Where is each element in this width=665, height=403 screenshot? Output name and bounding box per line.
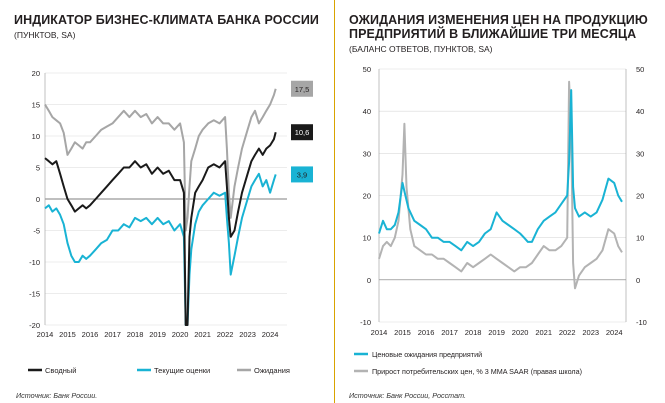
left-chart-title: ИНДИКАТОР БИЗНЕС-КЛИМАТА БАНКА РОССИИ [14,13,320,27]
legend-label-tekushchie: Текущие оценки [154,366,210,375]
right-x-tick-label: 2022 [559,328,576,337]
left-x-tick-label: 2020 [172,330,189,339]
right-left-y-tick-labels: 50 40 30 20 10 0 -10 [360,65,371,327]
left-y-tick-label: 10 [32,132,40,141]
right-gridlines [378,68,627,323]
left-series-group [44,88,277,326]
right-left-y-tick-label: 20 [363,192,371,201]
right-source: Источник: Банк России, Росстат. [349,391,466,400]
legend-label-ozhidaniya: Ожидания [254,366,290,375]
column-divider [334,0,335,403]
left-x-tick-label: 2017 [104,330,121,339]
right-left-y-tick-label: 30 [363,149,371,158]
left-x-tick-label: 2018 [127,330,144,339]
end-label-box-ozhidaniya [291,80,313,97]
left-y-tick-label: 20 [32,69,40,78]
left-x-tick-labels: 2014 2015 2016 2017 2018 2019 2020 2021 2022 2023… [37,330,279,339]
left-x-tick-label: 2015 [59,330,76,339]
series-line-ozhidaniya [44,88,277,232]
right-left-y-tick-label: 10 [363,234,371,243]
right-chart-title-line2: ПРЕДПРИЯТИЙ В БЛИЖАЙШИЕ ТРИ МЕСЯЦА [349,27,637,41]
left-x-tick-label: 2022 [217,330,234,339]
series-line-ceny [378,89,623,252]
right-x-tick-label: 2019 [488,328,505,337]
left-source: Источник: Банк России. [16,391,97,400]
legend-label-ceny: Ценовые ожидания предприятий [372,350,482,359]
end-label-svodny: 10,6 [295,128,310,137]
right-right-y-tick-label: 30 [636,149,644,158]
right-left-y-tick-label: -10 [360,318,371,327]
left-x-tick-label: 2016 [82,330,99,339]
right-x-tick-label: 2024 [606,328,623,337]
right-legend: Ценовые ожидания предприятий Прирост пот… [354,350,582,376]
right-right-y-tick-label: 40 [636,107,644,116]
left-x-tick-label: 2024 [262,330,279,339]
left-x-tick-label: 2014 [37,330,54,339]
end-label-box-svodny [291,124,313,141]
right-x-tick-label: 2021 [535,328,552,337]
end-label-ozhidaniya: 17,5 [295,85,310,94]
right-right-y-tick-label: 10 [636,234,644,243]
right-left-y-tick-label: 0 [367,276,371,285]
left-x-tick-label: 2023 [239,330,256,339]
left-y-tick-label: 0 [36,195,40,204]
right-x-tick-label: 2016 [418,328,435,337]
right-left-y-tick-label: 40 [363,107,371,116]
right-right-y-tick-label: 50 [636,65,644,74]
right-right-y-tick-label: 20 [636,192,644,201]
left-y-tick-labels: 20 15 10 5 0 -5 -10 -15 -20 [29,69,40,330]
right-x-tick-label: 2014 [371,328,388,337]
right-x-tick-label: 2023 [582,328,599,337]
series-line-tekushchie [44,172,277,326]
left-y-tick-label: -10 [29,258,40,267]
left-legend: Сводный Текущие оценки Ожидания [28,366,290,375]
right-series-group [378,80,623,290]
left-y-tick-label: -20 [29,321,40,330]
legend-label-svodny: Сводный [45,366,76,375]
left-y-tick-label: 15 [32,101,40,110]
right-x-tick-label: 2017 [441,328,458,337]
right-x-tick-labels: 2014 2015 2016 2017 2018 2019 2020 2021 2022 2023… [371,328,623,337]
right-x-tick-label: 2020 [512,328,529,337]
end-label-box-tekushchie [291,166,313,183]
left-x-tick-label: 2021 [194,330,211,339]
legend-label-prirost: Прирост потребительских цен, % 3 MMA SAA… [372,367,582,376]
left-y-tick-label: 5 [36,164,40,173]
left-y-tick-label: -15 [29,290,40,299]
left-end-labels: 17,5 10,6 3,9 [291,80,313,183]
right-left-y-tick-label: 50 [363,65,371,74]
left-x-tick-label: 2019 [149,330,166,339]
right-right-y-tick-label: 0 [636,276,640,285]
right-x-tick-label: 2018 [465,328,482,337]
right-right-y-tick-label: -10 [636,318,647,327]
end-label-tekushchie: 3,9 [297,170,307,179]
right-chart-subtitle: (БАЛАНС ОТВЕТОВ, ПУНКТОВ, SA) [349,44,493,54]
series-line-prirost [378,80,623,290]
right-x-tick-label: 2015 [394,328,411,337]
right-chart-title-line1: ОЖИДАНИЯ ИЗМЕНЕНИЯ ЦЕН НА ПРОДУКЦИЮ [349,13,648,27]
left-y-tick-label: -5 [33,227,40,236]
right-right-y-tick-labels: 50 40 30 20 10 0 -10 [636,65,647,327]
left-gridlines [44,72,287,326]
series-line-svodny [44,131,277,326]
left-chart-subtitle: (ПУНКТОВ, SA) [14,30,76,40]
